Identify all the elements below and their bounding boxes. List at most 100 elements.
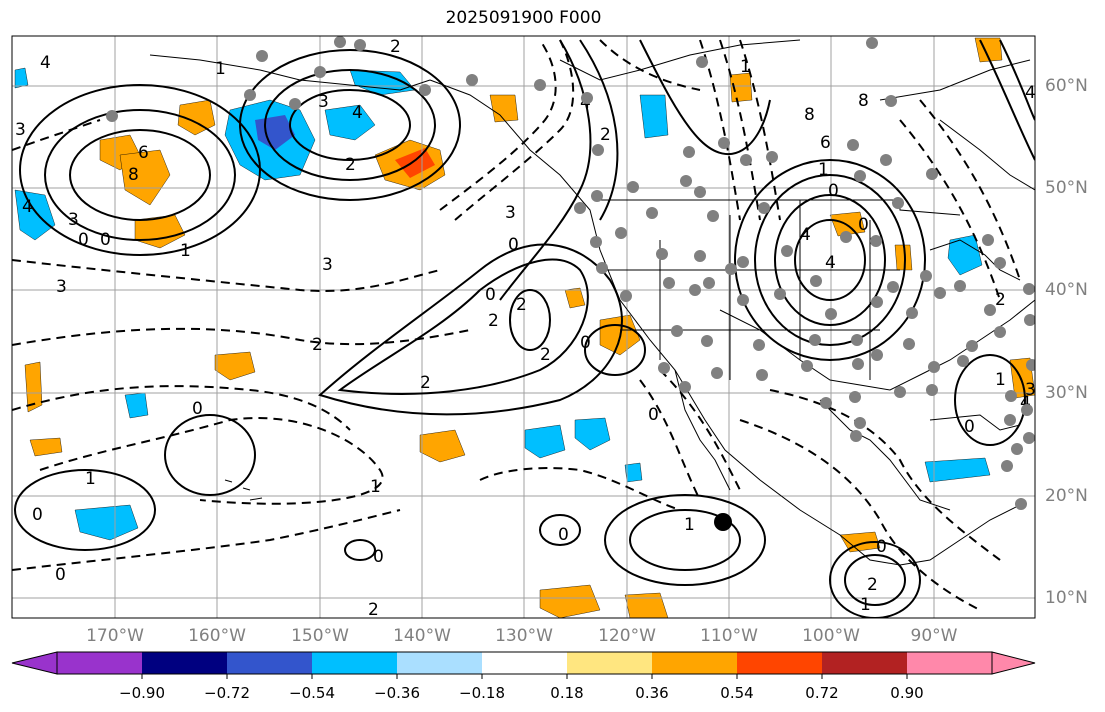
latitude-label: 50°N: [1045, 178, 1088, 198]
colorbar-tick-label: −0.72: [204, 684, 250, 702]
contour-label: 6: [138, 143, 149, 163]
colorbar: [11, 651, 1036, 679]
latitude-label: 30°N: [1045, 383, 1088, 403]
contour-label: 2: [995, 290, 1006, 310]
longitude-label: 150°W: [291, 626, 349, 646]
contour-label: 8: [804, 105, 815, 125]
contour-label: 2: [540, 345, 551, 365]
longitude-label: 160°W: [188, 626, 246, 646]
contour-label: 0: [580, 333, 591, 353]
colorbar-tick-label: 0.36: [635, 684, 669, 702]
latitude-label: 10°N: [1045, 588, 1088, 608]
contour-label: 6: [820, 133, 831, 153]
contour-label: 1: [684, 515, 695, 535]
colorbar-tick-label: 0.54: [720, 684, 754, 702]
contour-label: 0: [558, 525, 569, 545]
contour-label: 4: [800, 225, 811, 245]
contour-label: 3: [322, 255, 333, 275]
contour-label: 4: [22, 197, 33, 217]
contour-label: 3: [68, 210, 79, 230]
longitude-label: 110°W: [700, 626, 758, 646]
contour-label: 2: [867, 575, 878, 595]
solid-contours: [14, 39, 1035, 618]
latitude-label: 40°N: [1045, 280, 1088, 300]
contour-label: 0: [876, 537, 887, 557]
contour-label: 2: [488, 311, 499, 331]
contour-label: 3: [505, 203, 516, 223]
colorbar-segment: [142, 652, 227, 674]
contour-label: 1: [740, 57, 751, 77]
contour-label: 2: [420, 373, 431, 393]
contour-label: 3: [318, 92, 329, 112]
contour-labels: 4 1 2 1 3 4 4 2 8 4 3 6 8 4 3 0 0 1 3 3 …: [15, 37, 1036, 620]
colorbar-tick-label: −0.18: [459, 684, 505, 702]
contour-label: 0: [78, 230, 89, 250]
contour-label: 0: [508, 235, 519, 255]
colorbar-segment: [57, 652, 142, 674]
longitude-label: 120°W: [598, 626, 656, 646]
contour-label: 4: [40, 53, 51, 73]
contour-label: 0: [828, 181, 839, 201]
colorbar-segment: [312, 652, 397, 674]
colorbar-frame: [56, 651, 993, 675]
contour-label: 0: [100, 230, 111, 250]
longitude-label: 170°W: [86, 626, 144, 646]
colorbar-segment: [567, 652, 652, 674]
contour-label: 1: [818, 160, 829, 180]
contour-label: 4: [825, 253, 836, 273]
colorbar-segment: [907, 652, 992, 674]
contour-label: 0: [32, 505, 43, 525]
contour-label: 3: [1025, 380, 1036, 400]
colorbar-tick-label: 0.90: [890, 684, 924, 702]
contour-label: 3: [15, 120, 26, 140]
colorbar-tick-label: 0.72: [805, 684, 839, 702]
map-frame: [11, 35, 1036, 619]
grid-lines: [12, 36, 1035, 618]
contour-label: 0: [192, 399, 203, 419]
contour-label: 0: [485, 285, 496, 305]
contour-label: 1: [995, 370, 1006, 390]
contour-label: 2: [600, 125, 611, 145]
contour-label: 1: [215, 59, 226, 79]
map-title: 2025091900 F000: [445, 8, 602, 28]
colorbar-tick-label: −0.54: [289, 684, 335, 702]
colorbar-right-extend: [991, 651, 1036, 675]
contour-label: 2: [312, 335, 323, 355]
station-markers: [106, 36, 1035, 510]
colorbar-tick-label: −0.90: [119, 684, 165, 702]
colorbar-segment: [227, 652, 312, 674]
contour-label: 2: [345, 155, 356, 175]
colorbar-segment: [482, 652, 567, 674]
highlight-point: [714, 513, 732, 531]
contour-label: 1: [85, 469, 96, 489]
colorbar-left-extend: [11, 651, 58, 675]
colorbar-segment: [652, 652, 737, 674]
colorbar-segment: [737, 652, 822, 674]
contour-label: 0: [373, 547, 384, 567]
contour-label: 0: [55, 565, 66, 585]
colorbar-tick-label: −0.36: [374, 684, 420, 702]
contour-label: 1: [180, 241, 191, 261]
contour-label: 0: [648, 405, 659, 425]
contour-label: 8: [858, 91, 869, 111]
colorbar-segment: [397, 652, 482, 674]
contour-label: 1: [860, 595, 871, 615]
contour-label: 8: [128, 165, 139, 185]
contour-label: 2: [390, 37, 401, 57]
latitude-label: 60°N: [1045, 76, 1088, 96]
colorbar-tick-label: 0.18: [550, 684, 584, 702]
contour-label: 4: [1025, 83, 1036, 103]
contour-label: 2: [516, 295, 527, 315]
longitude-label: 100°W: [802, 626, 860, 646]
contour-label: 4: [1020, 393, 1031, 413]
contour-label: 3: [56, 277, 67, 297]
longitude-label: 90°W: [910, 626, 958, 646]
longitude-label: 130°W: [495, 626, 553, 646]
longitude-label: 140°W: [393, 626, 451, 646]
contour-label: 0: [964, 417, 975, 437]
colorbar-segment: [822, 652, 907, 674]
contour-label: 0: [858, 215, 869, 235]
latitude-label: 20°N: [1045, 486, 1088, 506]
contour-label: 2: [368, 600, 379, 620]
